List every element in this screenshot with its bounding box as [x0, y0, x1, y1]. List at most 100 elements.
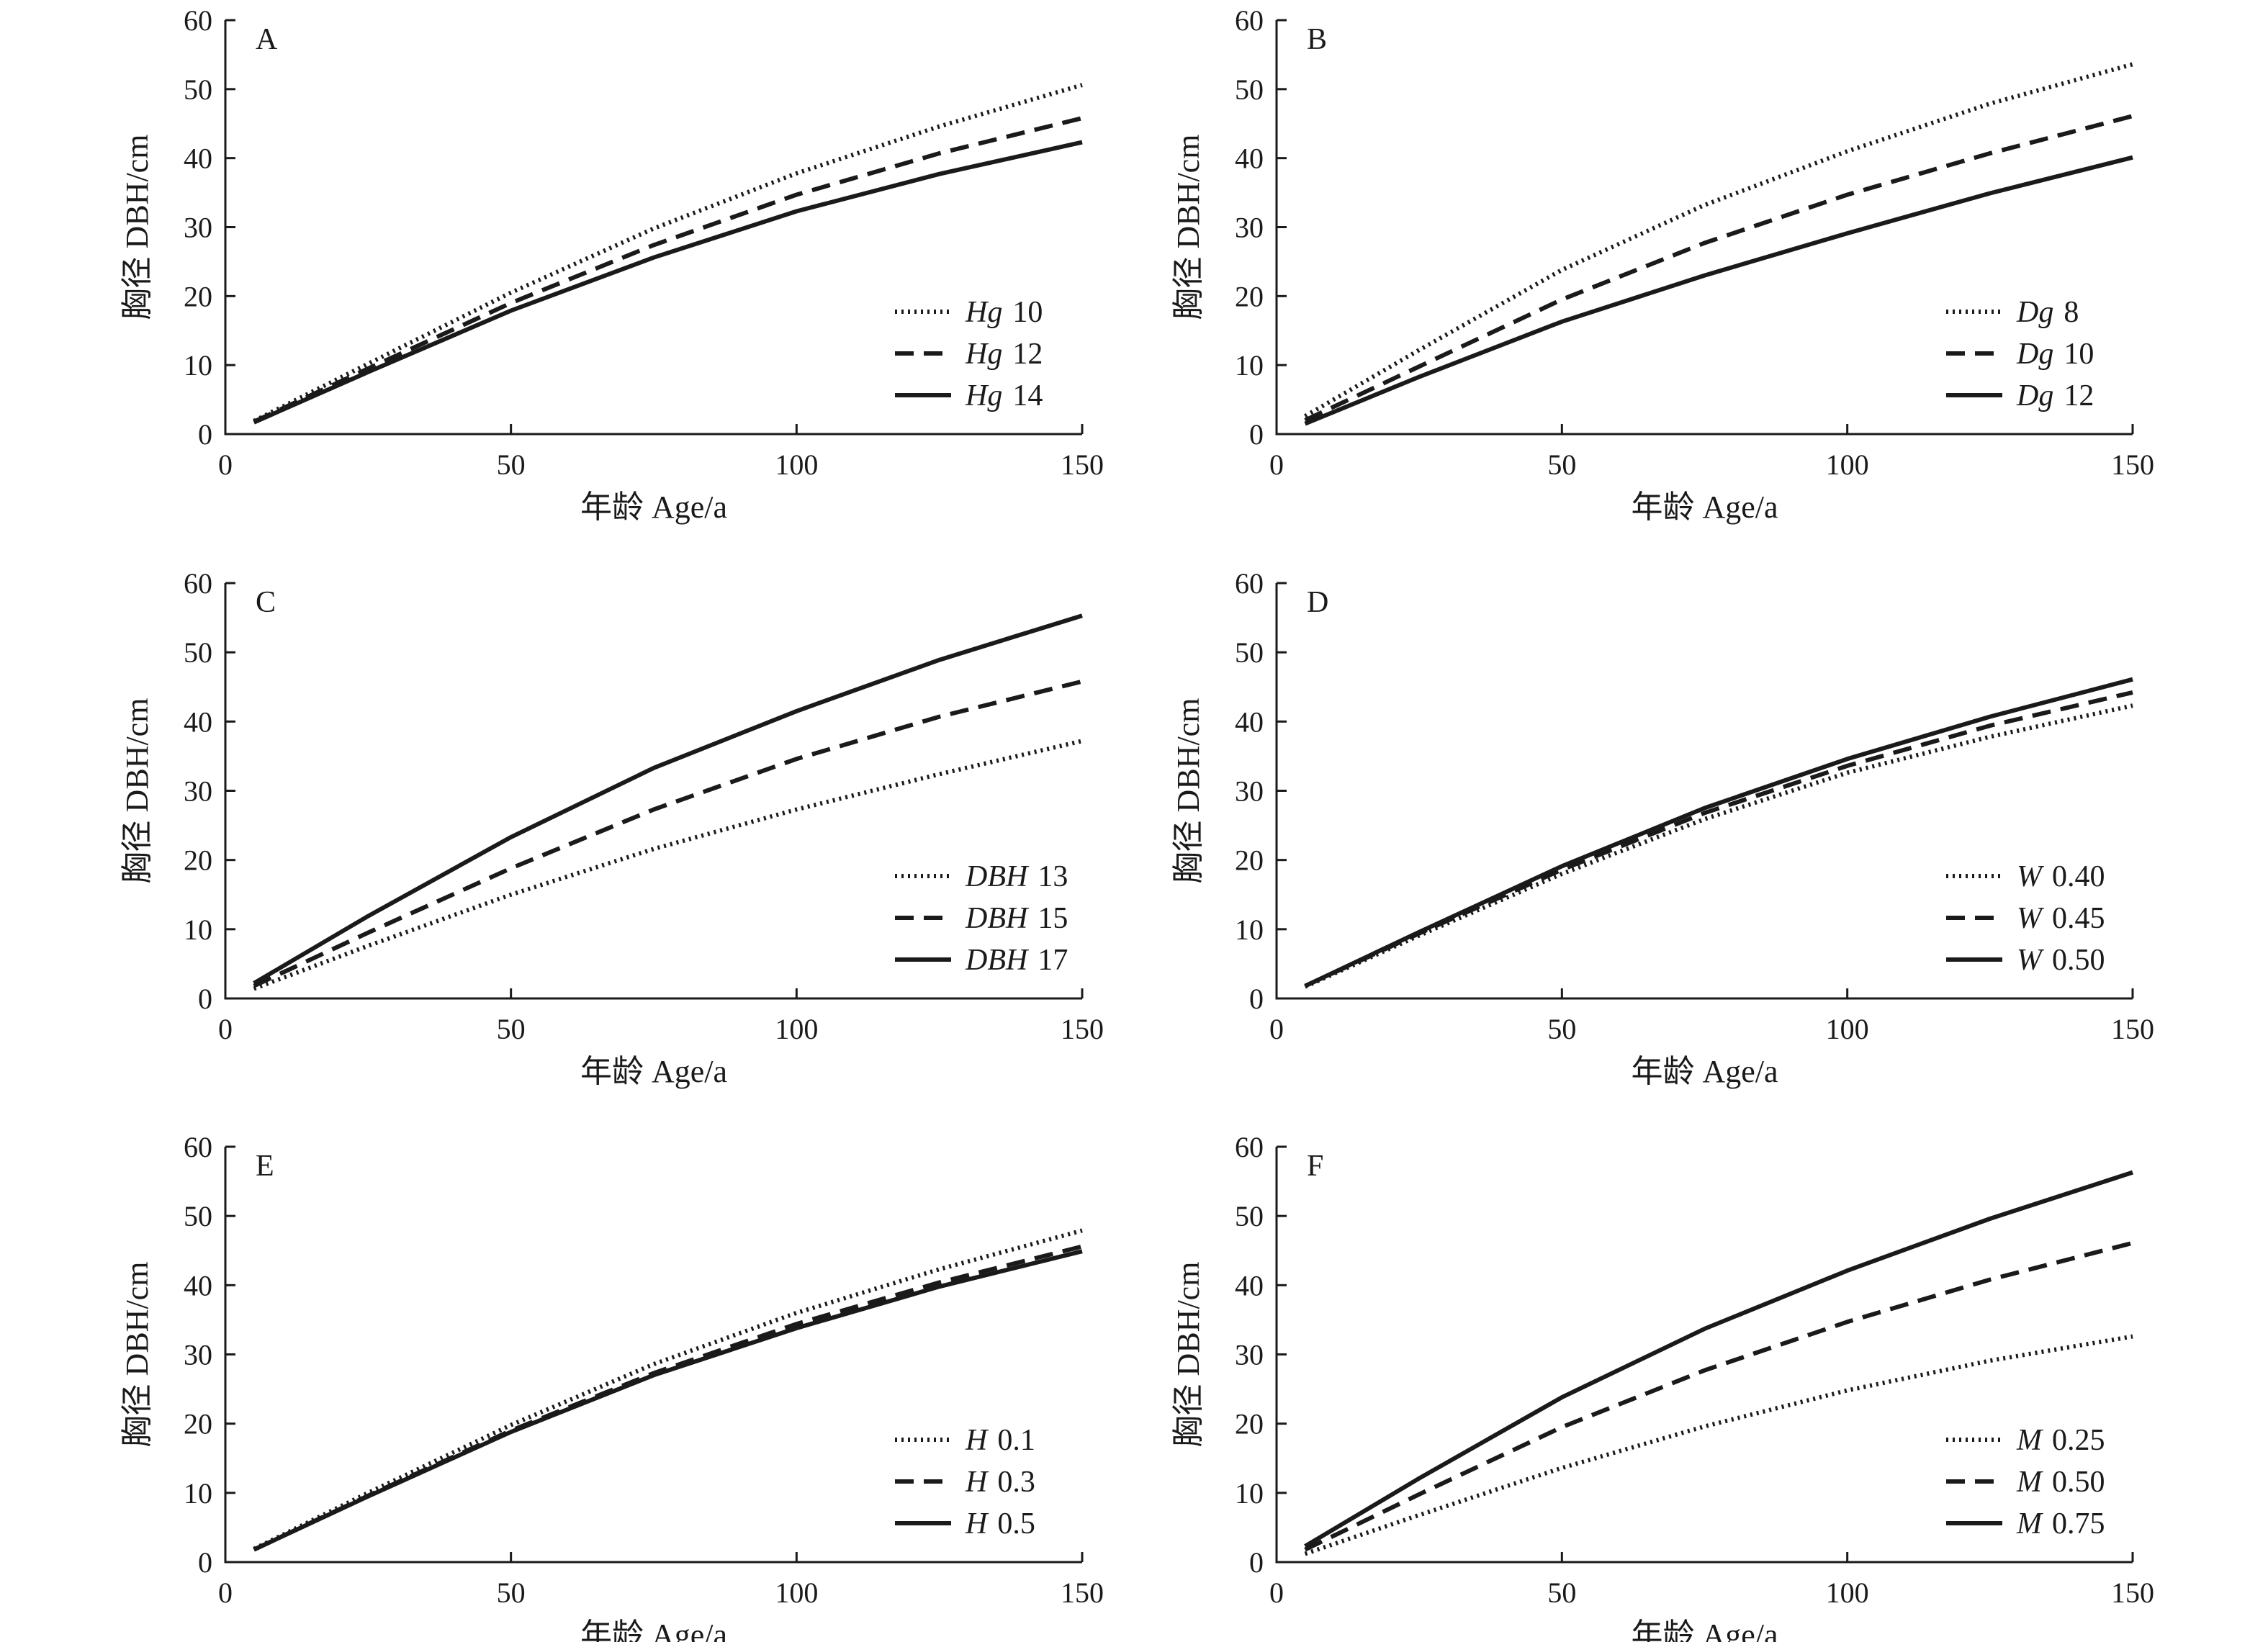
y-axis-label: 胸径 DBH/cm [1171, 1262, 1206, 1448]
x-axis-label: 年龄 Age/a [1631, 490, 1778, 525]
legend-value: 0.45 [2052, 902, 2105, 935]
y-axis-label: 胸径 DBH/cm [1171, 698, 1206, 884]
x-tick-label: 0 [218, 1013, 233, 1045]
series-line-dotted [1304, 62, 2133, 418]
y-tick-label: 50 [184, 636, 212, 669]
legend-entry: W 0.45 [2017, 902, 2105, 935]
legend-value: 0.40 [2052, 860, 2105, 893]
series-line-solid [1304, 155, 2133, 426]
y-tick-label: 40 [184, 1269, 212, 1302]
axis-frame [1275, 1147, 2133, 1564]
panel-f: 0 10 20 30 40 50 60 0 50 100 150 F 年龄 Age/a 胸径 DBH/cm… [1171, 1131, 2154, 1642]
legend-variable: M [2016, 1507, 2043, 1540]
series-line-dashed [1304, 1240, 2133, 1552]
legend-value: 0.25 [2052, 1424, 2105, 1457]
y-tick-label: 50 [1235, 1200, 1264, 1232]
x-tick-label: 0 [218, 1576, 233, 1609]
legend-variable: W [2017, 860, 2045, 893]
y-tick-label: 30 [184, 1339, 212, 1371]
legend-variable: Dg [2016, 338, 2053, 371]
x-tick-label: 150 [1061, 448, 1104, 481]
y-tick-label: 10 [184, 1477, 212, 1510]
y-tick-label: 20 [1235, 1408, 1264, 1440]
legend-entry: M 0.25 [2016, 1424, 2105, 1457]
legend-value: 0.50 [2052, 1466, 2105, 1499]
legend-value: 15 [1038, 902, 1068, 935]
y-tick-label: 0 [198, 1546, 212, 1579]
legend-entry: DBH 15 [965, 902, 1068, 935]
x-tick-label: 150 [2111, 448, 2154, 481]
x-tick-label: 150 [1061, 1576, 1104, 1609]
y-tick-label: 60 [1235, 4, 1264, 37]
legend-entry: H 0.3 [965, 1466, 1035, 1499]
panel-letter: D [1307, 586, 1328, 619]
y-tick-label: 0 [1249, 1546, 1264, 1579]
x-tick-label: 50 [497, 1013, 526, 1045]
legend-entry: M 0.50 [2016, 1466, 2105, 1499]
x-tick-label: 0 [1269, 1576, 1284, 1609]
x-tick-label: 100 [1826, 1576, 1869, 1609]
x-tick-label: 50 [1547, 448, 1576, 481]
legend-entry: DBH 17 [965, 944, 1068, 977]
y-tick-label: 60 [1235, 567, 1264, 600]
y-tick-label: 10 [1235, 349, 1264, 382]
panel-a: 0 10 20 30 40 50 60 0 50 100 150 A 年龄 Age/a 胸径 DBH/cm… [120, 4, 1104, 525]
x-tick-label: 150 [2111, 1013, 2154, 1045]
panel-c: 0 10 20 30 40 50 60 0 50 100 150 C 年龄 Age/a 胸径 DBH/cm… [120, 567, 1104, 1089]
y-tick-label: 60 [184, 567, 212, 600]
legend-variable: H [965, 1466, 989, 1499]
series-line-solid [253, 1249, 1083, 1552]
panel-letter: A [256, 23, 278, 56]
x-tick-label: 50 [1547, 1576, 1576, 1609]
legend-variable: M [2016, 1466, 2043, 1499]
series-line-dotted [253, 83, 1083, 423]
legend-value: 0.75 [2052, 1507, 2105, 1540]
legend: Hg 10 Hg 12 Hg 14 [895, 296, 1043, 412]
legend-entry: Hg 14 [965, 379, 1043, 412]
y-tick-label: 0 [198, 418, 212, 451]
legend-entry: H 0.1 [965, 1424, 1035, 1457]
y-tick-label: 20 [184, 844, 212, 877]
series-line-dashed [253, 1244, 1083, 1552]
legend-variable: Hg [965, 379, 1002, 412]
x-axis-label: 年龄 Age/a [580, 1054, 727, 1089]
axis-frame [1275, 583, 2133, 1000]
legend-value: 10 [2064, 338, 2094, 371]
y-tick-label: 60 [184, 1131, 212, 1163]
y-axis-label: 胸径 DBH/cm [120, 1262, 155, 1448]
series-line-dashed [1304, 114, 2133, 423]
y-tick-label: 20 [1235, 280, 1264, 312]
legend-entry: M 0.75 [2016, 1507, 2105, 1540]
y-tick-label: 30 [1235, 1339, 1264, 1371]
x-tick-label: 50 [497, 448, 526, 481]
x-tick-label: 100 [775, 1576, 818, 1609]
legend-value: 0.50 [2052, 944, 2105, 977]
series-line-solid [1304, 677, 2133, 988]
legend-value: 0.5 [997, 1507, 1035, 1540]
legend-entry: Hg 10 [965, 296, 1043, 329]
series-line-dotted [253, 739, 1083, 991]
panel-letter: E [256, 1150, 274, 1183]
series-line-dashed [1304, 690, 2133, 988]
x-tick-label: 0 [1269, 448, 1284, 481]
x-tick-label: 150 [2111, 1576, 2154, 1609]
legend-variable: Hg [965, 296, 1002, 329]
y-tick-label: 20 [1235, 844, 1264, 877]
y-tick-label: 40 [1235, 705, 1264, 738]
legend-entry: W 0.50 [2017, 944, 2105, 977]
legend-entry: Dg 12 [2016, 379, 2094, 412]
y-tick-label: 50 [184, 1200, 212, 1232]
series-line-dotted [1304, 1334, 2133, 1556]
axis-frame [1275, 20, 2133, 436]
series-line-solid [1304, 1170, 2133, 1548]
y-tick-label: 50 [1235, 636, 1264, 669]
y-tick-label: 40 [1235, 1269, 1264, 1302]
panel-e: 0 10 20 30 40 50 60 0 50 100 150 E 年龄 Age/a 胸径 DBH/cm… [120, 1131, 1104, 1642]
legend-value: 13 [1038, 860, 1068, 893]
y-tick-label: 40 [184, 143, 212, 175]
legend-variable: M [2016, 1424, 2043, 1457]
y-tick-label: 10 [1235, 1477, 1264, 1510]
x-tick-label: 50 [497, 1576, 526, 1609]
